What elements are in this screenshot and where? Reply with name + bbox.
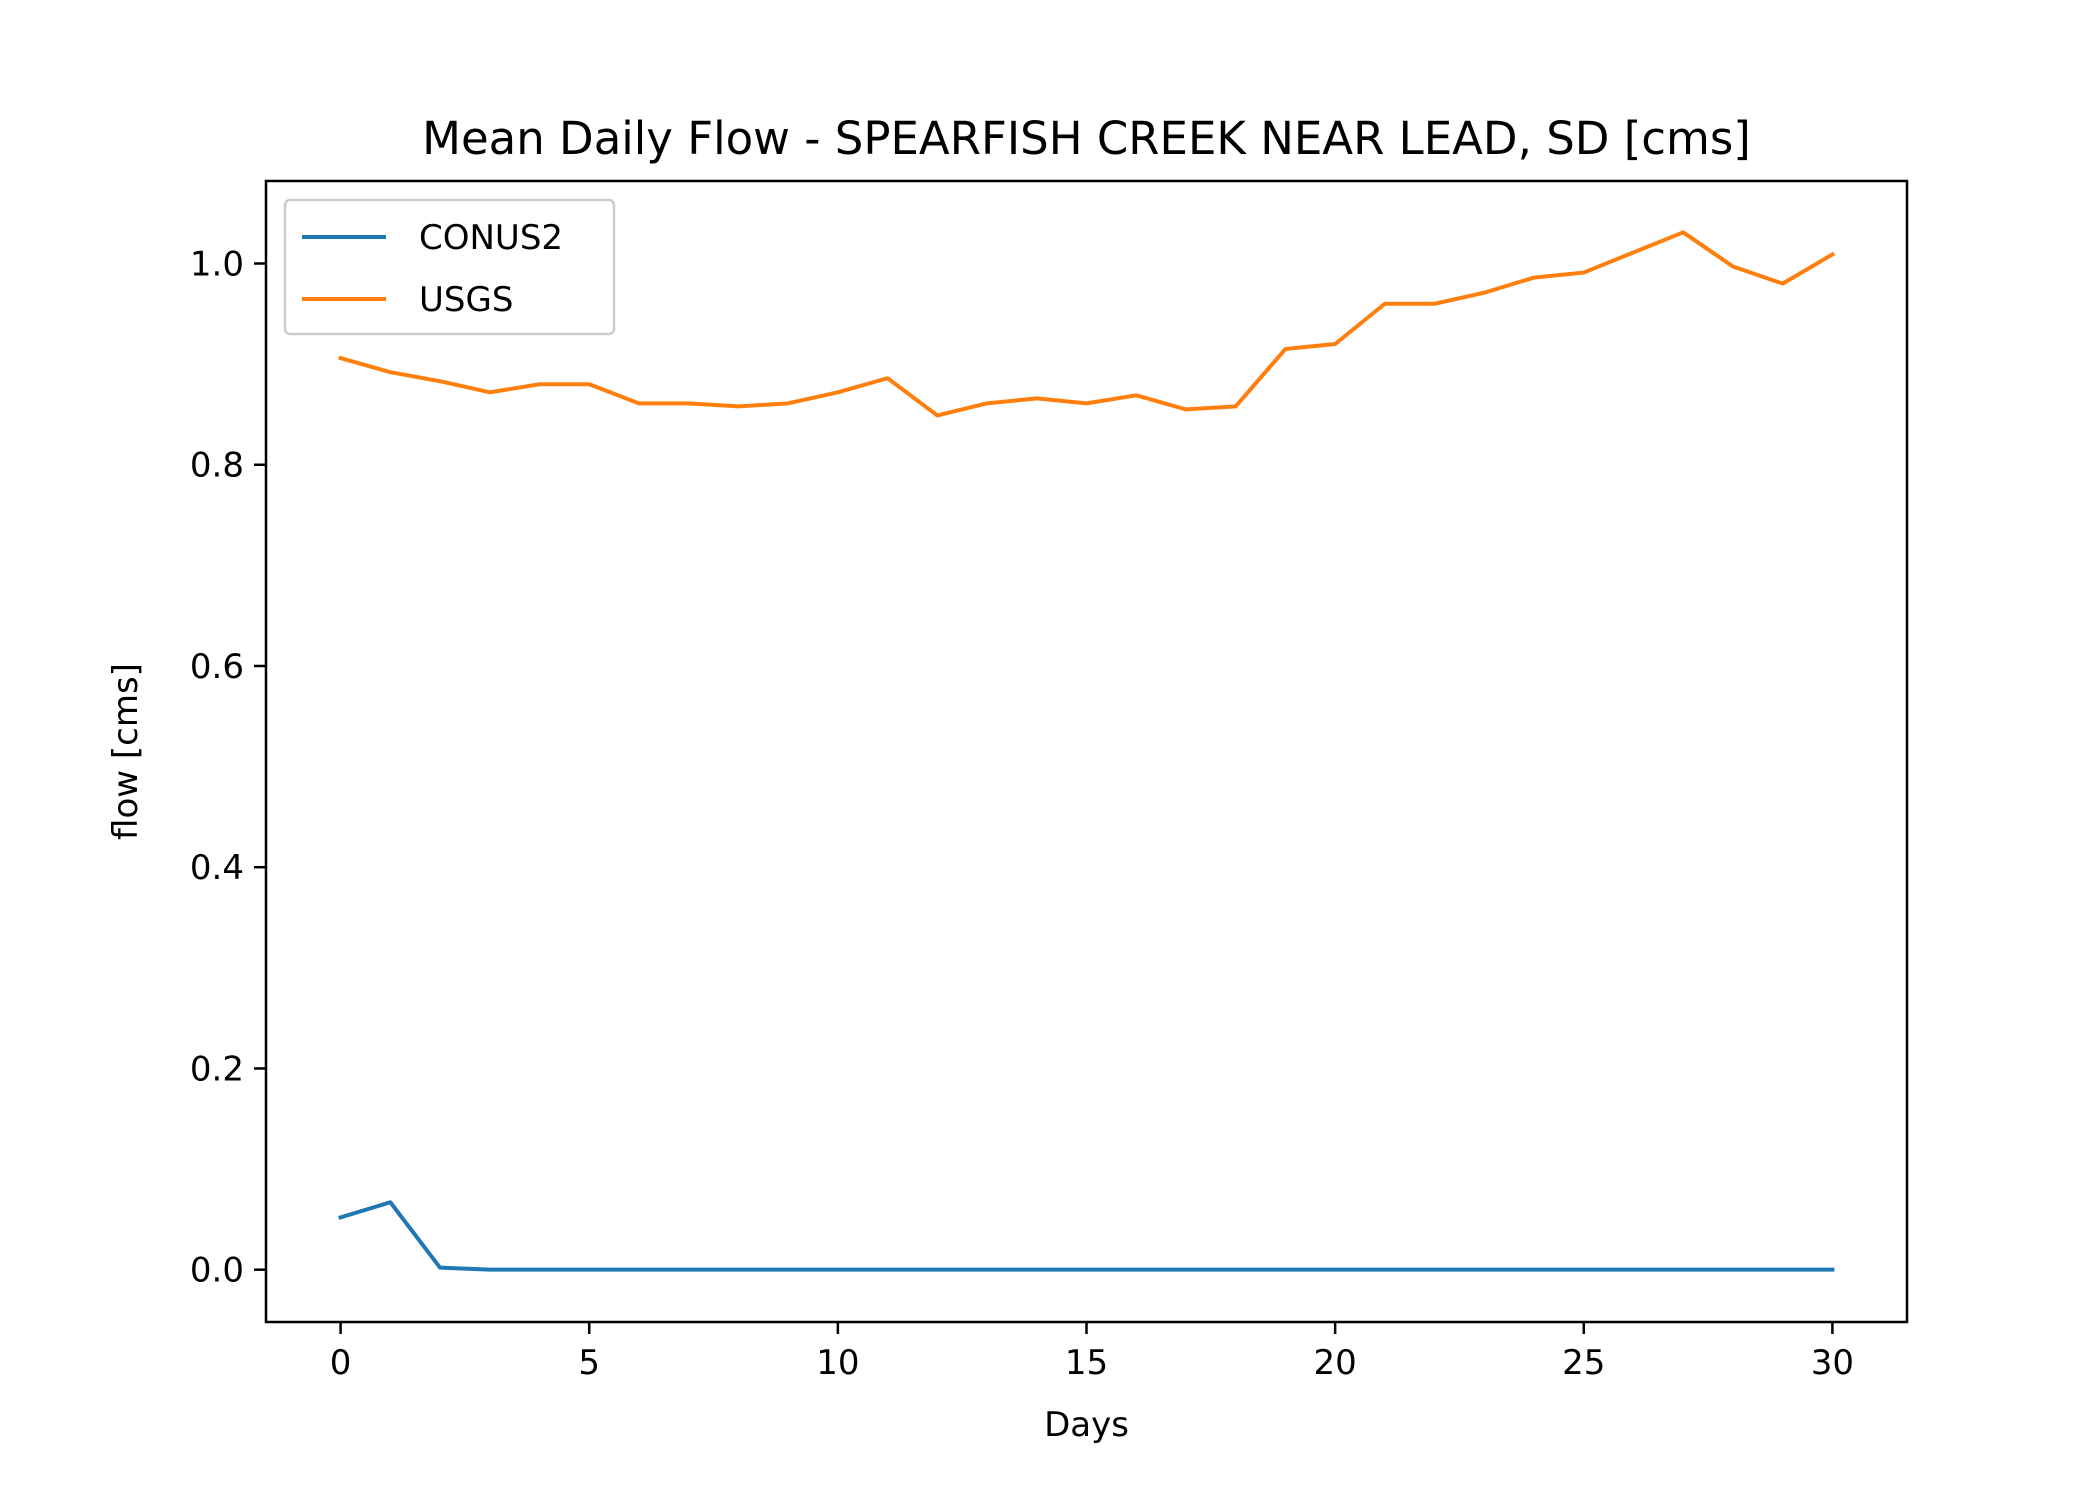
x-tick-label: 0 (330, 1343, 352, 1383)
y-tick-label: 0.6 (190, 647, 244, 687)
legend-label-usgs: USGS (419, 280, 513, 320)
y-tick-label: 1.0 (190, 245, 244, 285)
series-layer (338, 230, 1836, 1272)
y-tick-label: 0.4 (190, 848, 244, 888)
legend: CONUS2 USGS (283, 198, 616, 336)
x-tick-label: 5 (578, 1343, 600, 1383)
y-tick-label: 0.8 (190, 446, 244, 486)
y-axis-title: flow [cms] (106, 663, 146, 840)
y-axis: 0.0 0.2 0.4 0.6 0.8 1.0 (190, 245, 266, 1291)
x-tick-label: 30 (1811, 1343, 1854, 1383)
series-line-usgs (338, 230, 1836, 418)
y-tick-label: 0.2 (190, 1049, 244, 1089)
x-tick-label: 15 (1065, 1343, 1108, 1383)
y-tick-label: 0.0 (190, 1251, 244, 1291)
chart-title: Mean Daily Flow - SPEARFISH CREEK NEAR L… (422, 112, 1751, 165)
x-axis-title: Days (1044, 1405, 1129, 1445)
series-line-conus2 (338, 1200, 1835, 1272)
x-tick-label: 20 (1314, 1343, 1357, 1383)
x-axis: 0 5 10 15 20 25 30 (330, 1322, 1854, 1383)
legend-label-conus2: CONUS2 (419, 218, 563, 258)
x-tick-label: 10 (816, 1343, 859, 1383)
plot-frame (264, 179, 1909, 1324)
x-tick-label: 25 (1562, 1343, 1605, 1383)
